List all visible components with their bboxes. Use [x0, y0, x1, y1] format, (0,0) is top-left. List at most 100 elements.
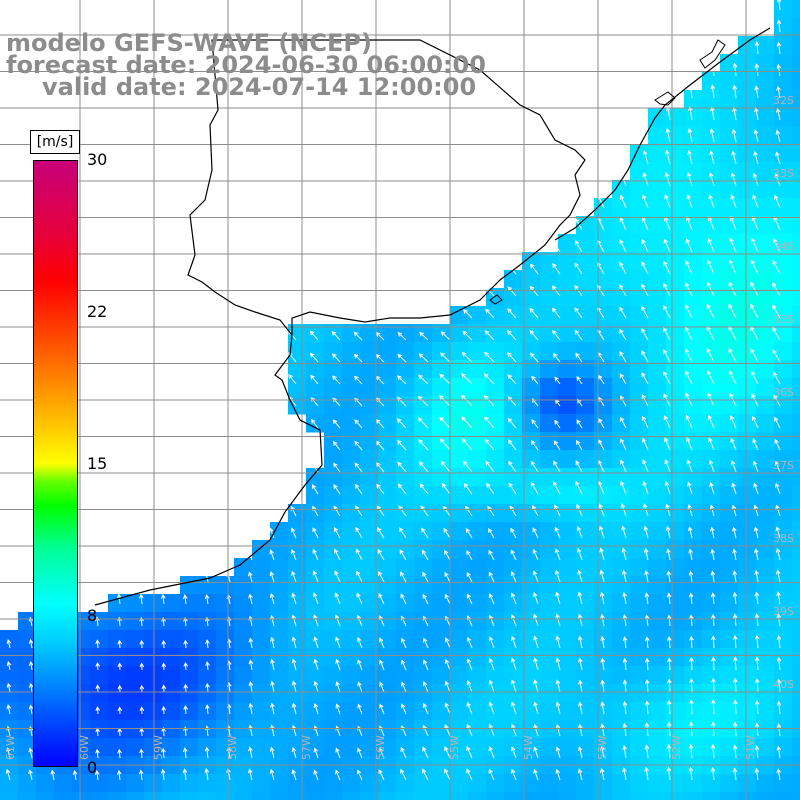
speed-cell — [720, 108, 739, 127]
wind-arrow — [752, 460, 759, 473]
speed-cell — [180, 738, 199, 757]
wind-arrow — [732, 548, 737, 561]
wind-arrow — [754, 41, 760, 55]
speed-cell — [756, 342, 775, 361]
wind-arrow — [183, 639, 188, 649]
speed-cell — [324, 522, 343, 541]
wind-arrow — [599, 547, 605, 561]
speed-cell — [450, 576, 469, 595]
speed-cell — [504, 414, 523, 433]
speed-cell — [486, 702, 505, 721]
wind-arrow — [750, 348, 759, 363]
speed-cell — [684, 540, 703, 559]
speed-cell — [684, 648, 703, 667]
speed-cell — [720, 414, 739, 433]
speed-cell — [342, 702, 361, 721]
speed-cell — [648, 792, 667, 800]
speed-cell — [792, 630, 800, 649]
speed-cell — [144, 666, 163, 685]
wind-arrow — [466, 636, 473, 649]
speed-cell — [198, 666, 217, 685]
wind-arrow — [644, 657, 650, 671]
wind-arrow — [620, 480, 627, 495]
wind-arrow — [313, 702, 319, 715]
coastline — [94, 39, 586, 606]
speed-cell — [702, 594, 721, 613]
wind-arrow — [269, 527, 275, 539]
wind-arrow — [529, 307, 539, 319]
wind-arrow — [510, 635, 517, 649]
speed-cell — [468, 432, 487, 451]
coastline-atlantic — [554, 27, 771, 241]
speed-cell — [468, 360, 487, 379]
speed-cell — [252, 738, 271, 757]
speed-cell — [684, 486, 703, 505]
wind-arrow — [488, 701, 495, 715]
speed-cell — [756, 486, 775, 505]
wind-arrow — [483, 373, 495, 385]
wind-arrow — [335, 703, 341, 715]
speed-cell — [756, 432, 775, 451]
speed-cell — [756, 792, 775, 800]
speed-cell — [396, 414, 415, 433]
speed-cell — [414, 702, 433, 721]
speed-cell — [702, 576, 721, 595]
speed-cell — [180, 702, 199, 721]
speed-cell — [360, 630, 379, 649]
speed-cell — [702, 396, 721, 415]
speed-cell — [792, 162, 800, 181]
lat-label: 33S — [773, 167, 794, 180]
speed-cell — [720, 162, 739, 181]
wind-arrow — [555, 591, 561, 605]
lon-label: 52W — [670, 735, 683, 760]
wind-arrow — [312, 592, 319, 605]
speed-cell — [306, 792, 325, 800]
speed-cell — [630, 612, 649, 631]
speed-cell — [180, 576, 199, 595]
wind-arrow — [751, 237, 759, 253]
speed-cell — [756, 306, 775, 325]
wind-arrow — [622, 657, 628, 671]
speed-cell — [702, 162, 721, 181]
speed-cell — [270, 540, 289, 559]
speed-cell — [792, 108, 800, 127]
speed-cell — [666, 126, 685, 145]
wind-arrow — [643, 547, 649, 561]
wind-arrow — [183, 661, 189, 671]
speed-cell — [18, 666, 37, 685]
wind-arrow — [269, 746, 275, 759]
speed-cell — [792, 216, 800, 235]
speed-cell — [180, 774, 199, 793]
wind-arrow — [600, 613, 605, 627]
speed-cell — [486, 540, 505, 559]
speed-cell — [792, 252, 800, 271]
speed-cell — [180, 594, 199, 613]
speed-cell — [612, 666, 631, 685]
speed-cell — [306, 504, 325, 523]
speed-cell — [396, 378, 415, 397]
speed-cell — [648, 144, 667, 163]
wind-arrow — [444, 658, 451, 671]
wind-arrow — [574, 307, 583, 319]
speed-cell — [432, 504, 451, 523]
speed-cell — [324, 450, 343, 469]
speed-cell — [486, 630, 505, 649]
speed-cell — [792, 234, 800, 253]
speed-cell — [630, 342, 649, 361]
speed-cell — [774, 90, 793, 109]
wind-arrow — [488, 679, 495, 693]
wind-arrow — [182, 768, 188, 781]
wind-arrow — [444, 593, 451, 605]
speed-cell — [378, 360, 397, 379]
speed-cell — [684, 306, 703, 325]
wind-arrow — [598, 374, 605, 385]
speed-cell — [540, 288, 559, 307]
speed-cell — [594, 486, 613, 505]
speed-cell — [774, 180, 793, 199]
wind-arrow — [574, 262, 583, 275]
wind-arrow — [488, 636, 495, 649]
wind-arrow — [439, 416, 451, 429]
speed-cell — [270, 612, 289, 631]
speed-cell — [738, 504, 757, 523]
speed-cell — [666, 360, 685, 379]
